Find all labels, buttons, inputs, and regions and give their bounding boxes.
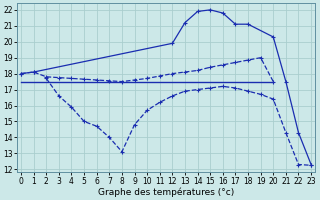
X-axis label: Graphe des températures (°c): Graphe des températures (°c) <box>98 187 234 197</box>
